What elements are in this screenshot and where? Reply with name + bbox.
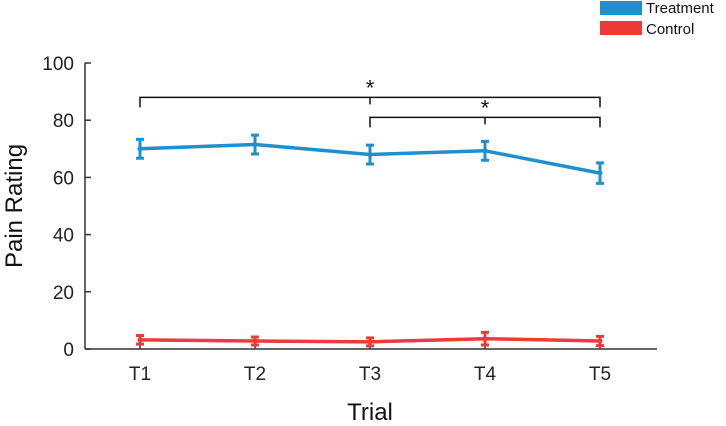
data-point — [252, 338, 258, 344]
significance-bracket — [139, 96, 601, 108]
data-point — [137, 337, 143, 343]
x-tick-label: T1 — [129, 364, 151, 385]
y-tick-label: 40 — [53, 226, 74, 247]
y-tick-label: 0 — [63, 340, 74, 361]
legend: Treatment Control — [600, 0, 715, 38]
data-point — [137, 146, 143, 152]
legend-swatch-control — [600, 21, 642, 35]
y-tick-label: 100 — [42, 54, 74, 75]
data-point — [597, 338, 603, 344]
y-ticks: 0 20 40 60 80 100 — [42, 54, 91, 361]
legend-label-control: Control — [646, 21, 694, 38]
data-point — [252, 142, 258, 148]
x-tick-label: T2 — [244, 364, 266, 385]
legend-swatch-treatment — [600, 1, 642, 15]
data-point — [482, 148, 488, 154]
legend-label-treatment: Treatment — [646, 0, 715, 17]
significance-bracket — [369, 116, 601, 128]
y-tick-label: 20 — [53, 283, 74, 304]
y-tick-label: 80 — [53, 111, 74, 132]
x-axis-title: Trial — [347, 399, 393, 426]
y-axis-title: Pain Rating — [1, 144, 28, 268]
x-tick-label: T4 — [474, 364, 497, 385]
significance-brackets: ** — [139, 75, 601, 128]
data-point — [597, 170, 603, 176]
series-layer — [136, 133, 604, 348]
data-point — [482, 336, 488, 342]
significance-star: * — [481, 95, 490, 120]
data-point — [367, 152, 373, 158]
y-tick-label: 60 — [53, 168, 74, 189]
x-ticks: T1 T2 T3 T4 T5 — [129, 343, 611, 385]
data-point — [367, 339, 373, 345]
x-tick-label: T5 — [589, 364, 611, 385]
significance-star: * — [366, 75, 375, 100]
x-tick-label: T3 — [359, 364, 381, 385]
